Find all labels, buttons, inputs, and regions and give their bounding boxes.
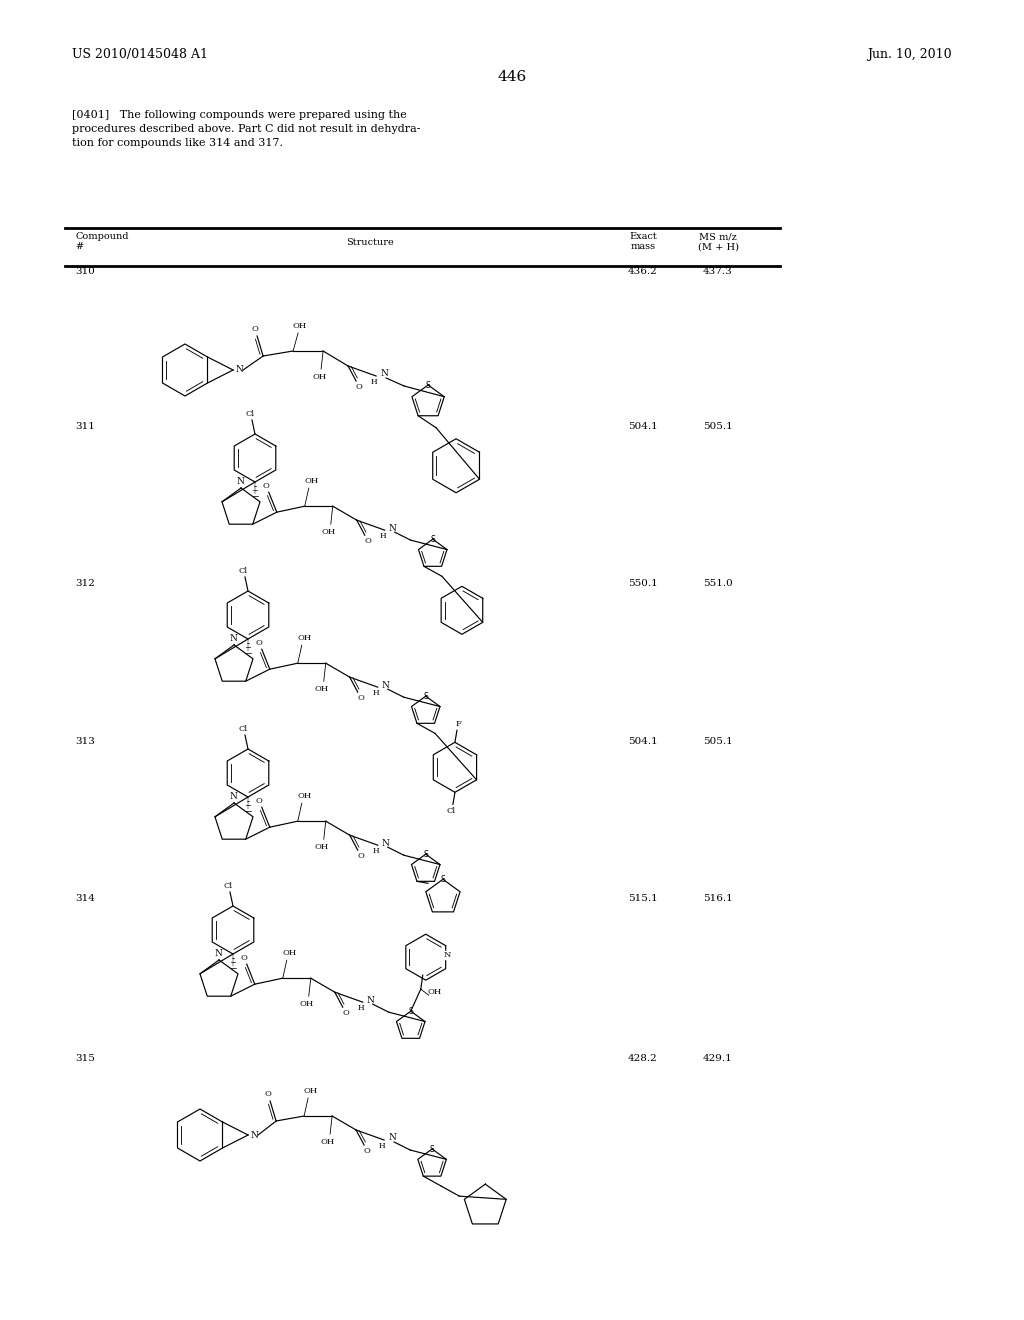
Text: S: S [423, 692, 428, 701]
Text: Cl: Cl [246, 411, 255, 418]
Text: N: N [382, 838, 389, 847]
Text: Exact
mass: Exact mass [629, 232, 656, 251]
Text: OH: OH [322, 528, 336, 536]
Text: Cl: Cl [223, 882, 232, 890]
Text: O: O [264, 1090, 271, 1098]
Text: S: S [430, 1144, 434, 1154]
Text: 312: 312 [75, 579, 95, 587]
Text: O: O [357, 694, 365, 702]
Text: N: N [444, 952, 452, 960]
Text: 428.2: 428.2 [628, 1053, 657, 1063]
Text: H: H [373, 689, 379, 697]
Text: N: N [250, 1130, 258, 1139]
Text: Compound
#: Compound # [75, 232, 128, 251]
Text: O: O [263, 482, 269, 490]
Text: Cl: Cl [446, 808, 456, 816]
Text: OH: OH [313, 374, 328, 381]
Text: S: S [423, 850, 428, 859]
Text: N: N [389, 524, 396, 533]
Text: O: O [241, 953, 248, 962]
Text: 505.1: 505.1 [703, 422, 733, 432]
Text: O: O [252, 325, 258, 333]
Text: O: O [364, 1147, 371, 1155]
Text: S: S [430, 535, 435, 544]
Text: 516.1: 516.1 [703, 894, 733, 903]
Text: [0401]   The following compounds were prepared using the
procedures described ab: [0401] The following compounds were prep… [72, 110, 421, 148]
Text: N: N [229, 792, 237, 801]
Text: H: H [371, 378, 378, 385]
Text: 429.1: 429.1 [703, 1053, 733, 1063]
Text: OH: OH [298, 634, 312, 643]
Text: N: N [388, 1134, 396, 1143]
Text: N: N [380, 368, 388, 378]
Text: F: F [456, 721, 462, 729]
Text: H: H [373, 847, 379, 855]
Text: S: S [440, 875, 445, 884]
Text: OH: OH [300, 1001, 314, 1008]
Text: N: N [236, 366, 243, 375]
Text: OH: OH [428, 989, 442, 997]
Text: Cl: Cl [239, 568, 248, 576]
Text: OH: OH [293, 322, 307, 330]
Text: 504.1: 504.1 [628, 422, 657, 432]
Text: O: O [365, 537, 372, 545]
Text: N: N [382, 681, 389, 689]
Text: O: O [256, 639, 262, 647]
Text: OH: OH [304, 478, 318, 486]
Text: OH: OH [298, 792, 312, 800]
Text: US 2010/0145048 A1: US 2010/0145048 A1 [72, 48, 208, 61]
Text: 314: 314 [75, 894, 95, 903]
Text: 550.1: 550.1 [628, 579, 657, 587]
Text: Cl: Cl [239, 725, 248, 733]
Text: 315: 315 [75, 1053, 95, 1063]
Text: H: H [357, 1005, 365, 1012]
Text: N: N [214, 949, 222, 958]
Text: 437.3: 437.3 [703, 267, 733, 276]
Text: 446: 446 [498, 70, 526, 84]
Text: N: N [229, 634, 237, 643]
Text: S: S [409, 1007, 413, 1015]
Text: N: N [237, 477, 244, 486]
Text: O: O [256, 797, 262, 805]
Text: O: O [343, 1010, 349, 1018]
Text: MS m/z
(M + H): MS m/z (M + H) [697, 232, 738, 251]
Text: 311: 311 [75, 422, 95, 432]
Text: N: N [444, 952, 452, 960]
Text: Jun. 10, 2010: Jun. 10, 2010 [867, 48, 952, 61]
Text: N: N [367, 995, 375, 1005]
Text: OH: OH [321, 1138, 335, 1146]
Text: OH: OH [314, 685, 329, 693]
Text: Structure: Structure [346, 238, 394, 247]
Text: H: H [379, 1142, 385, 1150]
Text: OH: OH [304, 1086, 318, 1096]
Text: 436.2: 436.2 [628, 267, 657, 276]
Text: S: S [426, 380, 430, 389]
Text: OH: OH [314, 843, 329, 851]
Text: H: H [380, 532, 386, 540]
Text: 313: 313 [75, 737, 95, 746]
Text: O: O [356, 383, 362, 391]
Text: 504.1: 504.1 [628, 737, 657, 746]
Text: OH: OH [283, 949, 297, 957]
Text: O: O [357, 853, 365, 861]
Text: 551.0: 551.0 [703, 579, 733, 587]
Text: 515.1: 515.1 [628, 894, 657, 903]
Text: 310: 310 [75, 267, 95, 276]
Text: 505.1: 505.1 [703, 737, 733, 746]
